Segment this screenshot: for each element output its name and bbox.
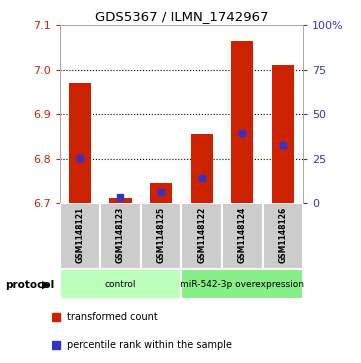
- Bar: [272, 65, 294, 203]
- Text: GSM1148122: GSM1148122: [197, 207, 206, 263]
- Bar: [182, 269, 303, 299]
- Text: GSM1148121: GSM1148121: [75, 207, 84, 263]
- Bar: [231, 41, 253, 203]
- Text: GSM1148125: GSM1148125: [157, 207, 166, 263]
- Bar: [150, 183, 172, 203]
- Bar: [109, 198, 132, 203]
- Text: miR-542-3p overexpression: miR-542-3p overexpression: [180, 280, 304, 289]
- Bar: [69, 83, 91, 203]
- Text: GSM1148126: GSM1148126: [278, 207, 287, 263]
- Text: protocol: protocol: [5, 280, 55, 290]
- Text: percentile rank within the sample: percentile rank within the sample: [66, 340, 231, 350]
- Text: control: control: [105, 280, 136, 289]
- Bar: [182, 203, 222, 269]
- Bar: [222, 203, 263, 269]
- Text: GSM1148124: GSM1148124: [238, 207, 247, 263]
- Bar: [191, 134, 213, 203]
- Bar: [141, 203, 181, 269]
- Bar: [60, 269, 182, 299]
- Bar: [100, 203, 141, 269]
- Text: ▶: ▶: [42, 280, 50, 290]
- Text: GSM1148123: GSM1148123: [116, 207, 125, 263]
- Title: GDS5367 / ILMN_1742967: GDS5367 / ILMN_1742967: [95, 10, 268, 23]
- Bar: [60, 203, 100, 269]
- Bar: [263, 203, 303, 269]
- Text: transformed count: transformed count: [66, 312, 157, 322]
